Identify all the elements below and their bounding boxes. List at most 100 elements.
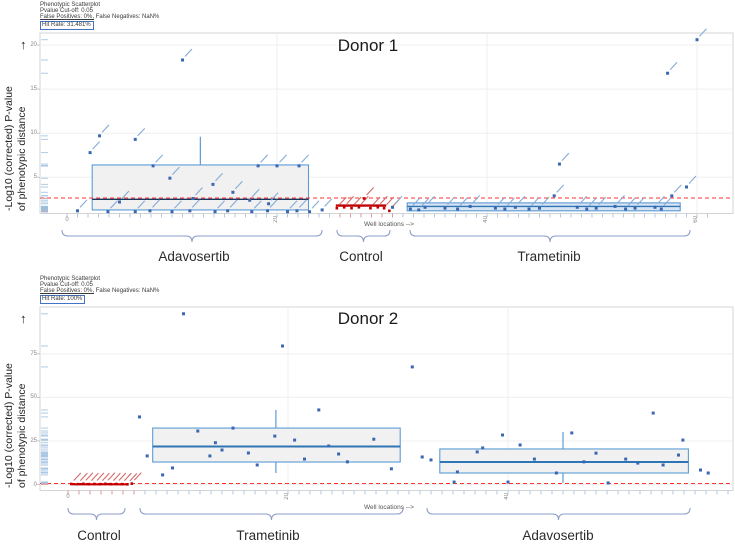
point-slash-mark <box>101 124 110 133</box>
data-point <box>267 202 271 206</box>
data-point <box>104 482 107 486</box>
data-point <box>417 208 421 212</box>
point-slash-mark <box>112 472 121 482</box>
header-false-negatives: False Negatives: NaN% <box>94 14 160 20</box>
data-point <box>388 209 391 213</box>
data-point <box>552 194 556 198</box>
point-slash-mark <box>447 196 455 206</box>
data-point <box>382 206 386 210</box>
data-point <box>661 463 665 467</box>
x-tick-label: 40 <box>483 215 489 223</box>
data-point <box>182 312 185 316</box>
hit-rate-badge: Hit Rate: 31.481% <box>40 21 94 30</box>
data-point <box>170 210 174 214</box>
data-point <box>208 454 212 458</box>
data-point <box>651 411 655 415</box>
data-point <box>624 457 628 461</box>
header-pvalue-cutoff: Pvalue Cut-off: 0.05 <box>40 8 93 14</box>
plot-header-donor1: Phenotypic Scatterplot Pvalue Cut-off: 0… <box>40 2 159 30</box>
data-point <box>151 164 155 168</box>
header-false-negatives: False Negatives: NaN% <box>94 288 160 294</box>
y-tick-label: 15 <box>30 86 37 93</box>
point-slash-mark <box>79 472 88 482</box>
point-slash-mark <box>627 197 636 206</box>
data-point <box>666 71 670 75</box>
point-slash-mark <box>217 200 225 209</box>
data-point <box>389 467 393 471</box>
point-slash-mark <box>299 199 307 208</box>
data-point <box>118 200 121 204</box>
data-point <box>594 206 598 210</box>
point-slash-mark <box>229 199 238 208</box>
data-point <box>88 151 92 155</box>
chart-title-donor2: Donor 2 <box>337 309 399 328</box>
data-point <box>503 207 507 211</box>
point-slash-mark <box>517 195 526 205</box>
point-slash-mark <box>588 197 597 206</box>
x-tick-label: 0 <box>66 493 70 500</box>
point-slash-mark <box>279 154 287 163</box>
x-tick-label: 0 <box>65 216 69 223</box>
point-slash-mark <box>155 154 164 163</box>
data-point <box>420 455 424 459</box>
point-slash-mark <box>137 200 146 209</box>
data-point <box>145 454 149 458</box>
data-point <box>372 437 376 441</box>
y-tick-label: 5 <box>33 174 37 181</box>
data-point <box>87 482 91 486</box>
point-slash-mark <box>184 48 193 57</box>
box-plot <box>439 448 689 474</box>
data-point <box>636 461 640 465</box>
data-point <box>93 482 96 486</box>
data-point <box>594 451 598 455</box>
point-slash-mark <box>191 199 200 208</box>
point-slash-mark <box>372 196 381 206</box>
point-slash-mark <box>346 195 355 205</box>
data-point <box>410 365 414 369</box>
header-false-positives: False Positives: 0%, <box>40 14 95 20</box>
hit-rate-badge: Hit Rate: 100% <box>40 295 86 304</box>
data-point <box>582 460 586 464</box>
data-point <box>148 209 152 213</box>
point-slash-mark <box>366 187 375 196</box>
data-point <box>538 206 541 210</box>
data-point <box>408 207 412 211</box>
group-brace-control <box>67 507 126 521</box>
header-fp-fn: False Positives: 0%, False Negatives: Na… <box>40 14 159 20</box>
point-slash-mark <box>253 200 262 209</box>
data-point <box>231 426 235 430</box>
point-slash-mark <box>92 141 101 150</box>
data-point <box>106 210 110 214</box>
data-point <box>320 208 324 212</box>
data-point <box>126 483 129 486</box>
header-fp-fn: False Positives: 0%, False Negatives: Na… <box>40 288 159 294</box>
data-point <box>266 209 270 213</box>
point-slash-mark <box>171 166 180 176</box>
data-point <box>391 205 394 209</box>
group-label-trametinib-donor1: Trametinib <box>517 249 581 264</box>
data-point <box>557 162 561 166</box>
y-axis-label-donor1: -Log10 (corrected) P-value of phenotypic… <box>3 86 28 211</box>
data-point <box>699 468 702 472</box>
data-point <box>452 480 456 484</box>
point-slash-mark <box>260 154 269 163</box>
data-point <box>273 434 277 438</box>
box-plot <box>152 427 401 463</box>
data-point <box>475 450 479 454</box>
point-slash-mark <box>251 188 260 198</box>
point-slash-mark <box>427 195 435 205</box>
data-point <box>246 451 250 455</box>
y-axis-up-arrow-donor2: ↑ <box>20 311 27 326</box>
point-slash-mark <box>360 195 369 205</box>
point-slash-mark <box>420 198 429 207</box>
header-pvalue-cutoff: Pvalue Cut-off: 0.05 <box>40 282 93 288</box>
group-label-trametinib-donor2: Trametinib <box>236 528 300 543</box>
point-slash-mark <box>541 196 550 206</box>
y-tick-label: 0 <box>33 481 37 488</box>
data-point <box>423 205 427 209</box>
point-slash-mark <box>663 197 672 206</box>
point-slash-mark <box>386 196 395 206</box>
data-point <box>501 433 504 437</box>
